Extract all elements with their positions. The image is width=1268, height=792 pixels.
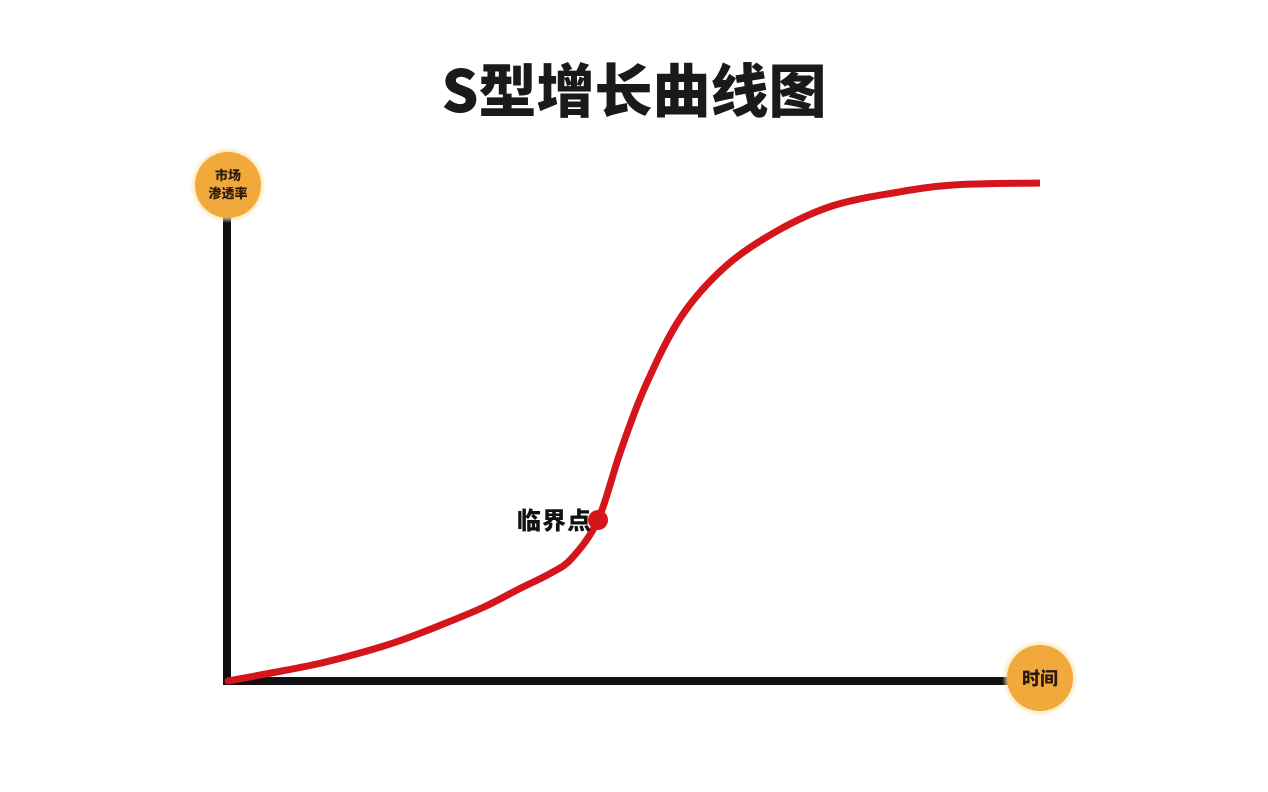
svg-text:时间: 时间 — [1022, 665, 1058, 691]
svg-text:渗透率: 渗透率 — [208, 183, 247, 202]
svg-text:市场: 市场 — [215, 165, 241, 184]
